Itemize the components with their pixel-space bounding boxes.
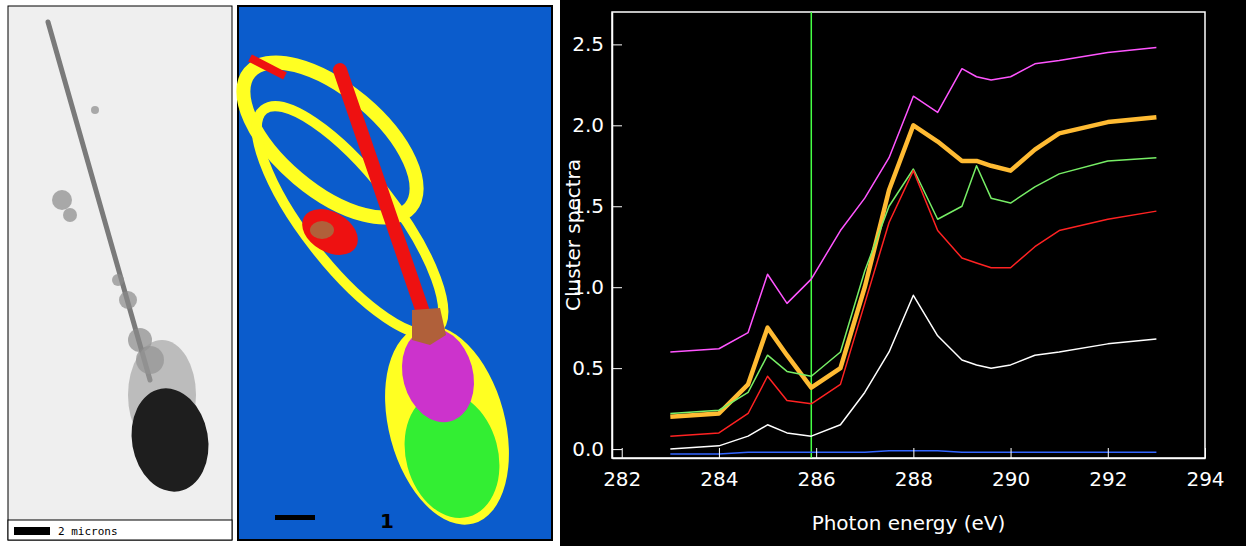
debris [52,190,72,210]
x-tick-mark [1205,448,1206,458]
label-strip [8,520,232,540]
y-tick-mark [612,287,622,288]
y-tick: 0.5 [572,356,622,380]
y-tick-mark [612,449,622,450]
y-axis-title: Cluster spectra [561,159,585,311]
micrograph-background [8,6,232,540]
y-tick: 2.5 [572,32,622,56]
x-axis-title: Photon energy (eV) [812,511,1006,535]
spectrum-line [670,171,1156,436]
spectrum-line [670,295,1156,449]
spectrum-line [670,117,1156,416]
x-tick: 284 [700,448,738,491]
x-tick: 290 [992,448,1030,491]
plot-lines [670,12,1156,458]
y-tick-mark [612,44,622,45]
plot-frame [612,12,1205,458]
x-tick: 288 [895,448,933,491]
x-tick-label: 282 [603,467,641,491]
x-tick-label: 290 [992,467,1030,491]
x-axis-line [613,458,1206,460]
x-tick: 292 [1089,448,1127,491]
scale-bar [275,515,315,520]
y-tick-mark [612,368,622,369]
debris [63,208,77,222]
y-tick: 0.0 [572,437,622,461]
y-tick-label: 2.0 [572,113,604,137]
cluster-brown [310,221,334,239]
chart-background [560,0,1246,546]
cluster-red [294,200,366,265]
y-tick-label: 0.0 [572,437,604,461]
y-tick: 2.0 [572,113,622,137]
cell-stalk [48,22,150,380]
x-tick-label: 288 [895,467,933,491]
debris [112,274,124,286]
cluster-red [340,70,425,318]
cluster-red [250,58,285,76]
x-tick: 286 [798,448,836,491]
y-axis-line [612,13,614,459]
cluster-background [238,6,552,540]
x-tick: 282 [603,448,641,491]
spectrum-line [670,451,1156,454]
scale-bar [14,527,50,535]
micrograph-panel: 2 microns [8,6,232,540]
debris [91,106,99,114]
figure: 2 microns12822842862882902922940.00.51.0… [0,0,1246,546]
x-tick-mark [913,448,914,458]
marker-line [811,12,813,458]
x-tick-mark [1011,448,1012,458]
x-tick-label: 292 [1089,467,1127,491]
cluster-map-panel: 1 [217,6,552,540]
spectrum-line [670,48,1156,352]
x-tick-label: 294 [1186,467,1224,491]
x-axis: 282 284 286 288 290 292 294 [603,448,1224,491]
y-tick-mark [612,125,622,126]
x-tick-mark [719,448,720,458]
y-tick-mark [612,206,622,207]
x-tick-mark [816,448,817,458]
x-tick: 294 [1186,448,1224,491]
y-tick-label: 0.5 [572,356,604,380]
cluster-brown [412,308,446,345]
spectra-panel: 2822842862882902922940.00.51.01.52.02.5P… [560,0,1246,546]
debris [119,291,137,309]
scale-bar-label: 2 microns [58,525,118,538]
x-tick-label: 286 [798,467,836,491]
cell-body [124,382,217,498]
spectrum-line [670,158,1156,414]
cluster-yellow [228,82,471,358]
y-tick-label: 2.5 [572,32,604,56]
x-tick-mark [1108,448,1109,458]
cluster-yellow [365,311,530,538]
x-tick-label: 284 [700,467,738,491]
scale-bar-label: 1 [380,509,394,533]
